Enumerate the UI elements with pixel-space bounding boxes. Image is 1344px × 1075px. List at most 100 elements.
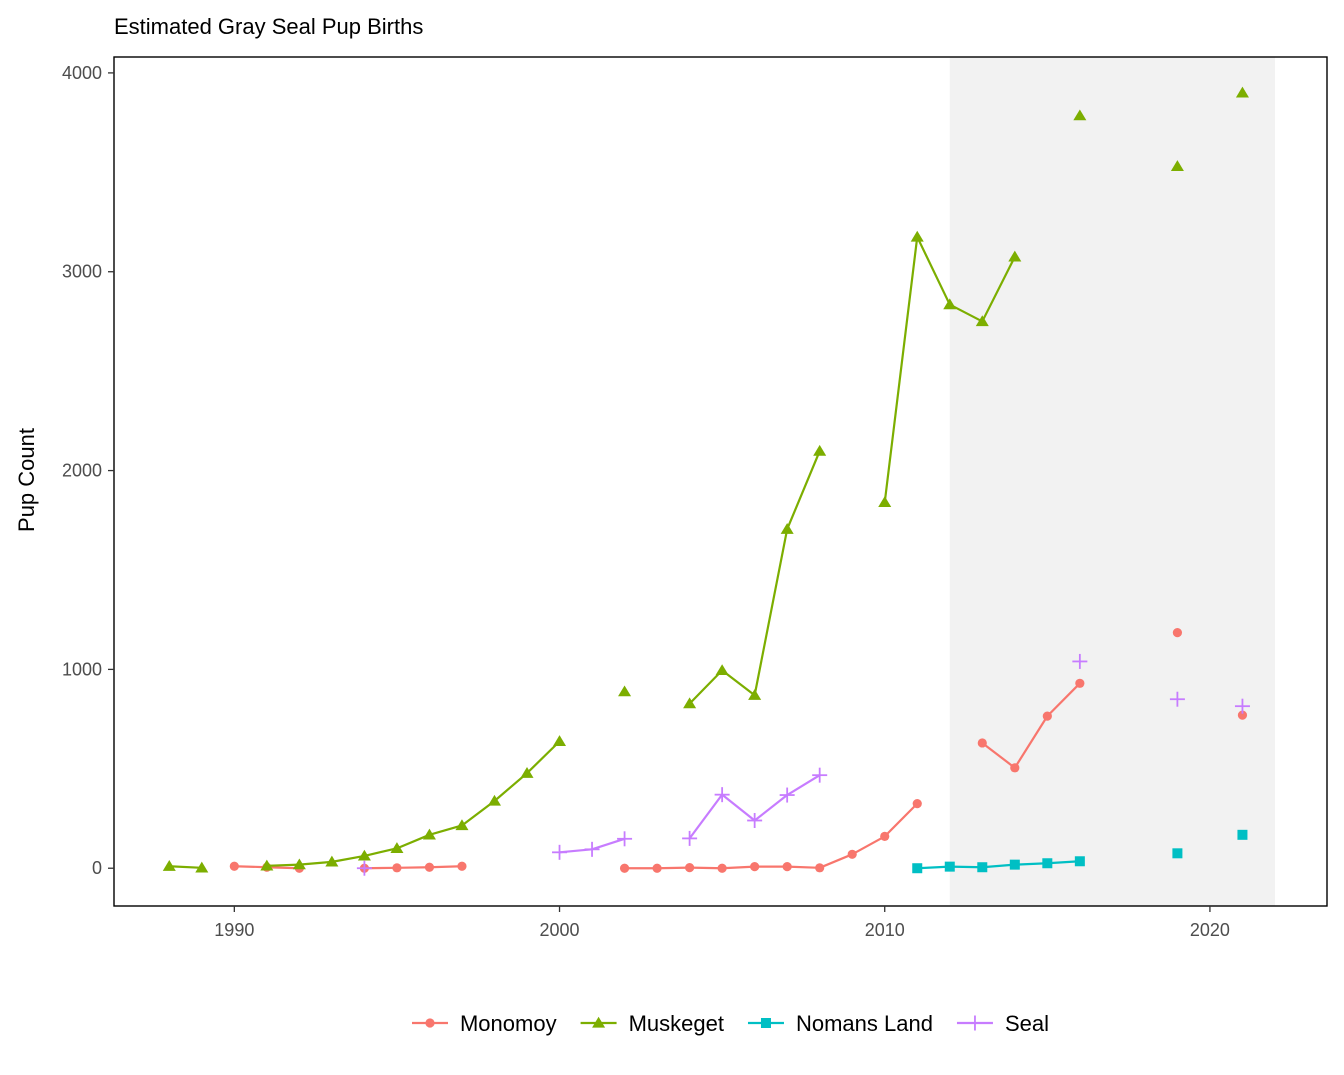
data-point (292, 858, 306, 870)
data-point (1042, 711, 1052, 721)
series-line-segment (688, 866, 724, 870)
data-point (715, 664, 729, 676)
data-point (977, 862, 988, 873)
data-point (520, 766, 534, 778)
legend-item-muskeget: Muskeget (580, 1011, 724, 1036)
legend-label: Nomans Land (796, 1011, 933, 1036)
series-line-segment (1046, 860, 1081, 865)
series-line-segment (786, 449, 821, 531)
legend-label: Seal (1005, 1011, 1049, 1036)
series-line-segment (265, 863, 301, 867)
series-line-segment (883, 235, 919, 504)
data-point (717, 863, 727, 873)
data-point (1010, 763, 1020, 773)
data-point (975, 315, 989, 327)
data-point (619, 863, 630, 873)
y-tick-label: 2000 (62, 461, 102, 481)
data-point (1170, 160, 1184, 172)
data-point (162, 860, 176, 871)
legend-item-monomoy: Monomoy (411, 1011, 557, 1036)
data-point (357, 849, 371, 861)
data-point (912, 863, 923, 874)
data-point (685, 863, 695, 873)
legend-key-marker (425, 1018, 435, 1028)
data-point (229, 861, 239, 871)
data-point (552, 844, 568, 860)
data-point (1008, 250, 1022, 262)
series-line-segment (883, 802, 919, 838)
series-line-segment (590, 837, 626, 851)
data-point (812, 767, 828, 783)
y-tick-label: 0 (92, 858, 102, 878)
series-line-segment (428, 865, 464, 869)
legend-label: Monomoy (460, 1011, 557, 1036)
x-tick-label: 2010 (865, 920, 905, 940)
series-muskeget (162, 86, 1249, 873)
series-line-segment (233, 865, 268, 869)
series-line-segment (786, 774, 821, 797)
legend: Monomoy Muskeget Nomans Land Seal (411, 1011, 1049, 1036)
data-point (813, 444, 827, 456)
data-point (880, 831, 890, 842)
legend-item-seal: Seal (956, 1011, 1049, 1036)
data-point (553, 735, 567, 747)
data-point (944, 861, 955, 872)
data-point (780, 523, 794, 534)
data-point (779, 787, 795, 803)
series-line-segment (1046, 682, 1081, 718)
series-line-segment (330, 854, 366, 863)
y-axis-title: Pup Count (14, 428, 39, 532)
series-line-segment (525, 740, 561, 775)
legend-key-marker (592, 1016, 606, 1028)
data-point (847, 849, 857, 859)
series-line-segment (786, 865, 821, 869)
series-line-segment (948, 865, 984, 869)
series-line-segment (981, 863, 1016, 869)
data-point (1075, 678, 1085, 688)
data-point (1009, 859, 1020, 870)
data-point (912, 799, 922, 809)
data-point (878, 496, 892, 508)
legend-key-marker (760, 1018, 771, 1028)
series-line-segment (363, 847, 399, 857)
x-tick-label: 2000 (540, 920, 580, 940)
series-line-segment (688, 793, 724, 840)
data-point (977, 738, 987, 748)
series-line-segment (395, 833, 431, 850)
data-point (714, 787, 730, 803)
data-point (1169, 691, 1185, 707)
data-point (782, 862, 792, 872)
series-line-segment (981, 255, 1016, 323)
data-point (1074, 856, 1085, 867)
data-point (356, 860, 372, 876)
data-point (584, 841, 600, 857)
series-line-segment (1013, 862, 1049, 866)
data-point (260, 859, 274, 871)
x-tick-label: 2020 (1190, 920, 1230, 940)
data-point (682, 830, 698, 846)
data-point (1235, 86, 1249, 98)
data-point (392, 863, 402, 873)
y-tick-label: 4000 (62, 63, 102, 83)
series-line-segment (948, 303, 984, 323)
legend-label: Muskeget (629, 1011, 724, 1036)
series-line-segment (851, 835, 886, 856)
series-line-segment (753, 528, 789, 697)
chart-title: Estimated Gray Seal Pup Births (114, 14, 423, 39)
series-line-segment (168, 865, 203, 869)
series-line-segment (916, 235, 951, 306)
data-point (1237, 829, 1248, 840)
data-point (1073, 109, 1087, 121)
data-point (1172, 848, 1183, 859)
y-tick-label: 1000 (62, 659, 102, 679)
series-line-segment (428, 824, 464, 836)
legend-item-nomans-land: Nomans Land (747, 1011, 933, 1036)
y-tick-label: 3000 (62, 262, 102, 282)
series-line-segment (395, 866, 431, 869)
data-point (1172, 628, 1183, 638)
series-line-segment (298, 860, 333, 866)
series-seal (356, 653, 1250, 876)
data-point (618, 685, 632, 697)
